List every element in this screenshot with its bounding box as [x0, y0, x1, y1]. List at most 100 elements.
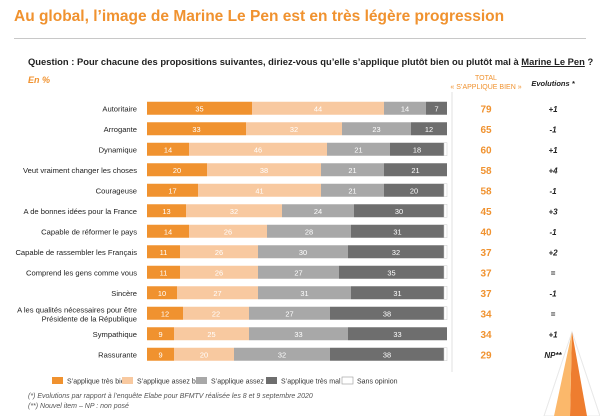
category-label: Dynamique [99, 145, 137, 154]
question-suffix: ? [584, 56, 594, 67]
logo-light-shape [554, 332, 572, 416]
data-label: 21 [411, 166, 419, 175]
total-value: 34 [480, 309, 492, 320]
total-value: 45 [480, 207, 492, 218]
bar-segment-tres-bien [147, 101, 252, 115]
bar-segment-tres-bien [147, 286, 177, 300]
legend-swatch-tres-mal [266, 377, 277, 384]
evolution-value: +1 [548, 105, 558, 114]
data-label: 31 [300, 289, 308, 298]
bar-segment-assez-mal [258, 286, 351, 300]
total-label: TOTAL [475, 75, 497, 82]
data-label: 20 [200, 350, 208, 359]
total-value: 60 [480, 145, 492, 156]
legend-swatch-tres-bien [52, 377, 63, 384]
question-text: Question : Pour chacune des propositions… [28, 56, 593, 67]
bar-segment-sans-opinion [443, 347, 448, 361]
data-label: 14 [164, 145, 172, 154]
category-label: Sincère [111, 289, 137, 298]
bar-segment-sans-opinion [443, 224, 448, 238]
data-label: 12 [161, 309, 169, 318]
evolution-value: NP** [544, 351, 562, 360]
data-label: 38 [260, 166, 268, 175]
data-label: 28 [305, 227, 313, 236]
data-label: 9 [158, 350, 162, 359]
category-label: Veut vraiment changer les choses [23, 166, 137, 175]
bar-segment-tres-mal [390, 142, 444, 156]
bar-segment-sans-opinion [443, 142, 448, 156]
bar-segment-assez-bien [186, 204, 282, 218]
data-label: 7 [434, 104, 438, 113]
bar-segment-assez-mal [282, 204, 354, 218]
bar-segment-assez-bien [183, 306, 249, 320]
data-label: 32 [290, 125, 298, 134]
bar-segment-assez-mal [267, 224, 351, 238]
bar-segment-assez-bien [174, 347, 234, 361]
bar-segment-sans-opinion [443, 306, 448, 320]
total-value: 65 [480, 125, 492, 136]
category-label: Comprend les gens comme vous [26, 268, 137, 277]
bar-segment-tres-mal [354, 204, 444, 218]
category-label: A de bonnes idées pour la France [23, 207, 137, 216]
bar-segment-sans-opinion [443, 245, 448, 259]
category-label: A les qualités nécessaires pour être [17, 305, 137, 314]
data-label: 44 [314, 104, 322, 113]
bar-segment-tres-mal [330, 306, 444, 320]
bar-segment-tres-bien [147, 163, 207, 177]
category-label: Capable de rassembler les Français [15, 248, 137, 257]
data-label: 32 [392, 248, 400, 257]
bar-segment-assez-mal [342, 122, 411, 136]
logo-orange-shape [570, 332, 587, 416]
bar-segment-assez-mal [249, 306, 330, 320]
unit-label: En % [28, 75, 51, 85]
total-value: 29 [480, 350, 492, 361]
total-value: 37 [480, 248, 492, 259]
bar-segment-assez-mal [258, 245, 348, 259]
total-value: 40 [480, 227, 492, 238]
data-label: 25 [207, 330, 215, 339]
bar-segment-assez-mal [327, 142, 390, 156]
bar-segment-assez-bien [189, 142, 327, 156]
data-label: 32 [230, 207, 238, 216]
bar-segment-tres-mal [330, 347, 444, 361]
data-label: 23 [372, 125, 380, 134]
bar-segment-assez-bien [246, 122, 342, 136]
legend-label-tres-bien: S’applique très bien [67, 379, 129, 386]
total-value: 79 [480, 104, 492, 115]
evolution-value: +4 [548, 166, 558, 175]
bar-segment-assez-bien [180, 245, 258, 259]
evolution-value: +1 [548, 146, 558, 155]
data-label: 21 [348, 186, 356, 195]
data-label: 21 [348, 166, 356, 175]
data-label: 41 [255, 186, 263, 195]
bar-segment-tres-bien [147, 245, 180, 259]
legend-label-assez-mal: S’applique assez mal [211, 379, 278, 386]
data-label: 18 [413, 145, 421, 154]
bar-segment-assez-bien [180, 265, 258, 279]
bar-segment-tres-bien [147, 183, 198, 197]
bar-segment-assez-mal [321, 183, 384, 197]
bar-segment-assez-mal [234, 347, 330, 361]
data-label: 22 [212, 309, 220, 318]
data-label: 14 [401, 104, 409, 113]
data-label: 35 [195, 104, 203, 113]
brand-triangle-logo [543, 330, 600, 416]
total-value: 58 [480, 166, 492, 177]
data-label: 35 [387, 268, 395, 277]
bar-segment-sans-opinion [443, 204, 448, 218]
evolution-value: -1 [549, 187, 557, 196]
bar-segment-tres-bien [147, 265, 180, 279]
bar-segment-tres-bien [147, 327, 174, 341]
legend-label-tres-mal: S’applique très mal [281, 379, 341, 386]
legend-swatch-assez-mal [196, 377, 207, 384]
data-label: 33 [294, 330, 302, 339]
data-label: 17 [168, 186, 176, 195]
data-label: 24 [314, 207, 322, 216]
bar-segment-tres-bien [147, 347, 174, 361]
bar-segment-assez-bien [174, 327, 249, 341]
data-label: 38 [383, 350, 391, 359]
data-label: 46 [254, 145, 262, 154]
question-prefix: Question : Pour chacune des propositions… [28, 56, 522, 67]
total-value: 58 [480, 186, 492, 197]
